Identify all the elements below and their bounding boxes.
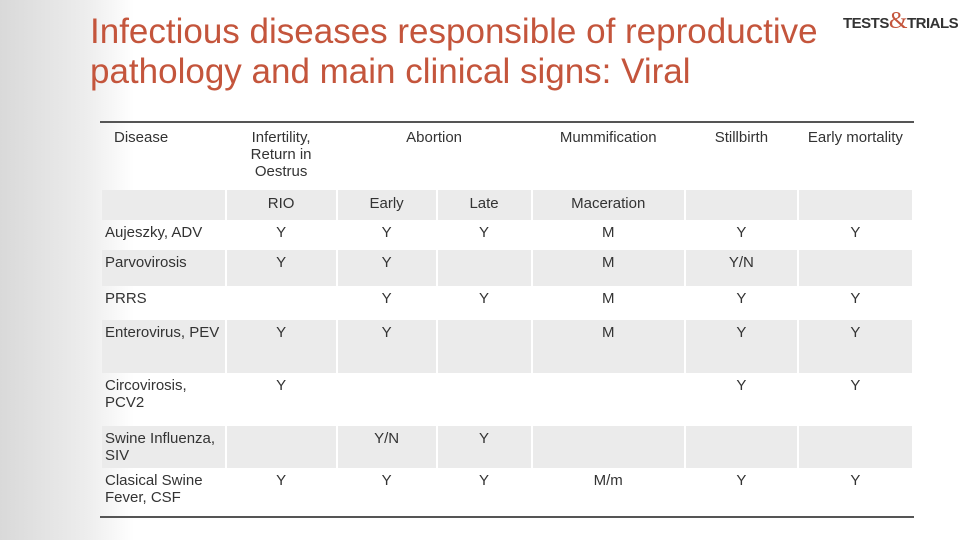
table-cell: Y <box>798 320 912 373</box>
table-row: RIO Early Late Maceration <box>102 190 912 220</box>
table-cell: Abortion <box>406 129 463 146</box>
logo-text: TESTS <box>843 15 889 32</box>
table-cell: M <box>532 250 684 286</box>
slide-title: Infectious diseases responsible of repro… <box>90 12 818 91</box>
table-cell: Y <box>850 224 861 241</box>
table-cell <box>102 190 225 220</box>
table-cell: PRRS <box>105 290 147 307</box>
table-cell: Early mortality <box>807 129 903 146</box>
table-cell <box>685 190 797 220</box>
table-cell: Y <box>337 320 436 373</box>
table-cell: Y <box>736 377 747 394</box>
table-cell: Y <box>850 377 861 394</box>
table-cell: Y <box>736 290 747 307</box>
table-cell: Y/N <box>337 426 436 468</box>
table-row: Disease Infertility, Return in Oestrus Abo… <box>102 123 912 190</box>
table-cell <box>798 190 912 220</box>
table-row: Parvovirosis Y Y M Y/N <box>102 250 912 286</box>
table-cell <box>798 250 912 286</box>
table-cell: Y <box>850 290 861 307</box>
table-row: PRRS Y Y M Y Y <box>102 286 912 320</box>
table-cell: Infertility, Return in Oestrus <box>250 129 312 180</box>
table-cell: Y/N <box>685 250 797 286</box>
table-row: Swine Influenza, SIV Y/N Y <box>102 426 912 468</box>
table-row: Clasical Swine Fever, CSF Y Y Y M/m Y Y <box>102 468 912 516</box>
table-row: Aujeszky, ADV Y Y Y M Y Y <box>102 220 912 250</box>
table-cell: Enterovirus, PEV <box>102 320 225 373</box>
logo-text: TRIALS <box>907 15 959 32</box>
table-cell: Aujeszky, ADV <box>105 224 203 241</box>
table-cell <box>226 426 336 468</box>
table-cell: Disease <box>114 129 169 146</box>
table-cell: Y <box>381 290 392 307</box>
table-cell: M <box>601 290 615 307</box>
table-cell: Y <box>437 426 531 468</box>
table-cell: M <box>601 224 615 241</box>
table-cell: M <box>532 320 684 373</box>
table-cell: Mummification <box>559 129 657 146</box>
logo-amp: & <box>888 8 908 34</box>
table: Disease Infertility, Return in Oestrus Abo… <box>100 121 914 518</box>
table-row: Circovirosis, PCV2 Y Y Y <box>102 373 912 426</box>
table-cell: Maceration <box>532 190 684 220</box>
table-cell <box>438 373 531 426</box>
table-cell <box>798 426 912 468</box>
table-cell: Y <box>685 320 797 373</box>
table-cell: Y <box>479 472 490 489</box>
table-cell: Y <box>381 224 392 241</box>
table-cell: Late <box>437 190 531 220</box>
table-cell: Parvovirosis <box>102 250 225 286</box>
table-cell: Clasical Swine Fever, CSF <box>105 472 203 506</box>
table-cell: Y <box>276 224 287 241</box>
table-cell: Swine Influenza, SIV <box>102 426 225 468</box>
table-cell: Early <box>337 190 436 220</box>
table-cell: Y <box>276 377 287 394</box>
table-cell <box>338 373 436 426</box>
table-cell <box>227 286 336 320</box>
table-cell: Y <box>850 472 861 489</box>
table-cell: Y <box>226 250 336 286</box>
table-cell <box>533 373 684 426</box>
table-cell: M/m <box>593 472 623 489</box>
table-cell <box>532 426 684 468</box>
table-cell: Y <box>736 472 747 489</box>
table-cell: Y <box>276 472 287 489</box>
table-cell <box>685 426 797 468</box>
table-cell <box>437 250 531 286</box>
table-cell: Y <box>337 250 436 286</box>
table-cell: RIO <box>226 190 336 220</box>
table-cell: Circovirosis, PCV2 <box>105 377 187 411</box>
table-cell: Y <box>479 224 490 241</box>
table-cell <box>437 320 531 373</box>
table-row: Enterovirus, PEV Y Y M Y Y <box>102 320 912 373</box>
table-cell: Y <box>226 320 336 373</box>
table-cell: Y <box>479 290 490 307</box>
table-cell: Stillbirth <box>714 129 769 146</box>
table-cell: Y <box>736 224 747 241</box>
logo: TESTS&TRIALS <box>843 8 959 35</box>
table-cell: Y <box>381 472 392 489</box>
